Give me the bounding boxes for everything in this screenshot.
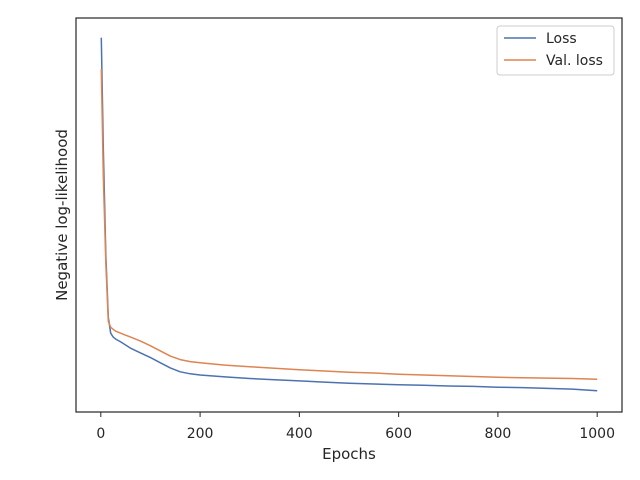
x-axis-ticks: 0 200 400 600 800 1000 [96, 412, 615, 442]
legend: Loss Val. loss [496, 25, 615, 76]
x-tick-label: 1000 [579, 426, 615, 442]
x-tick-label: 200 [187, 426, 214, 442]
x-tick-label: 0 [96, 426, 105, 442]
series-line-loss [100, 37, 598, 392]
legend-label-val-loss: Val. loss [546, 53, 603, 69]
series-line-val-loss [100, 69, 598, 381]
series-layer [100, 37, 598, 392]
legend-label-loss: Loss [546, 31, 577, 47]
y-axis-label: Negative log-likelihood [53, 129, 71, 301]
x-tick-label: 800 [485, 426, 512, 442]
plot-frame [75, 17, 623, 413]
x-tick-label: 600 [385, 426, 412, 442]
x-tick-label: 400 [286, 426, 313, 442]
x-axis-label: Epochs [322, 445, 376, 463]
